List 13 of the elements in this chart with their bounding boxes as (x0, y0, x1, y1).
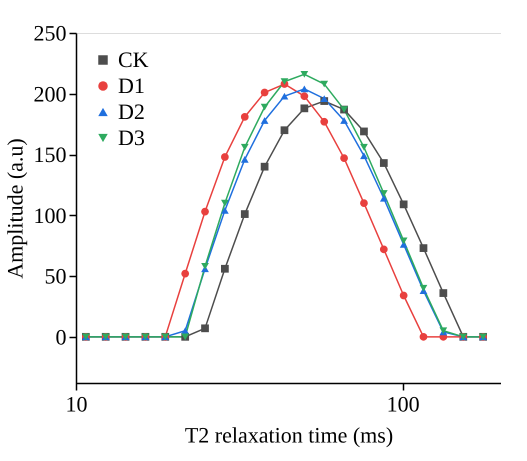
y-tick-label: 0 (56, 324, 66, 350)
y-axis-title: Amplitude (a.u) (2, 138, 28, 279)
y-tick-label: 150 (34, 142, 66, 168)
legend-label: CK (118, 47, 149, 72)
x-tick-label: 10 (66, 392, 88, 416)
x-axis-title: T2 relaxation time (ms) (184, 422, 394, 448)
legend-label: D2 (118, 99, 145, 124)
y-tick-label: 100 (34, 202, 66, 228)
y-tick-label: 250 (34, 20, 66, 46)
legend-label: D1 (118, 73, 145, 98)
y-tick-label: 50 (44, 264, 66, 289)
legend-label: D3 (118, 125, 145, 150)
y-tick-label: 200 (34, 81, 66, 106)
